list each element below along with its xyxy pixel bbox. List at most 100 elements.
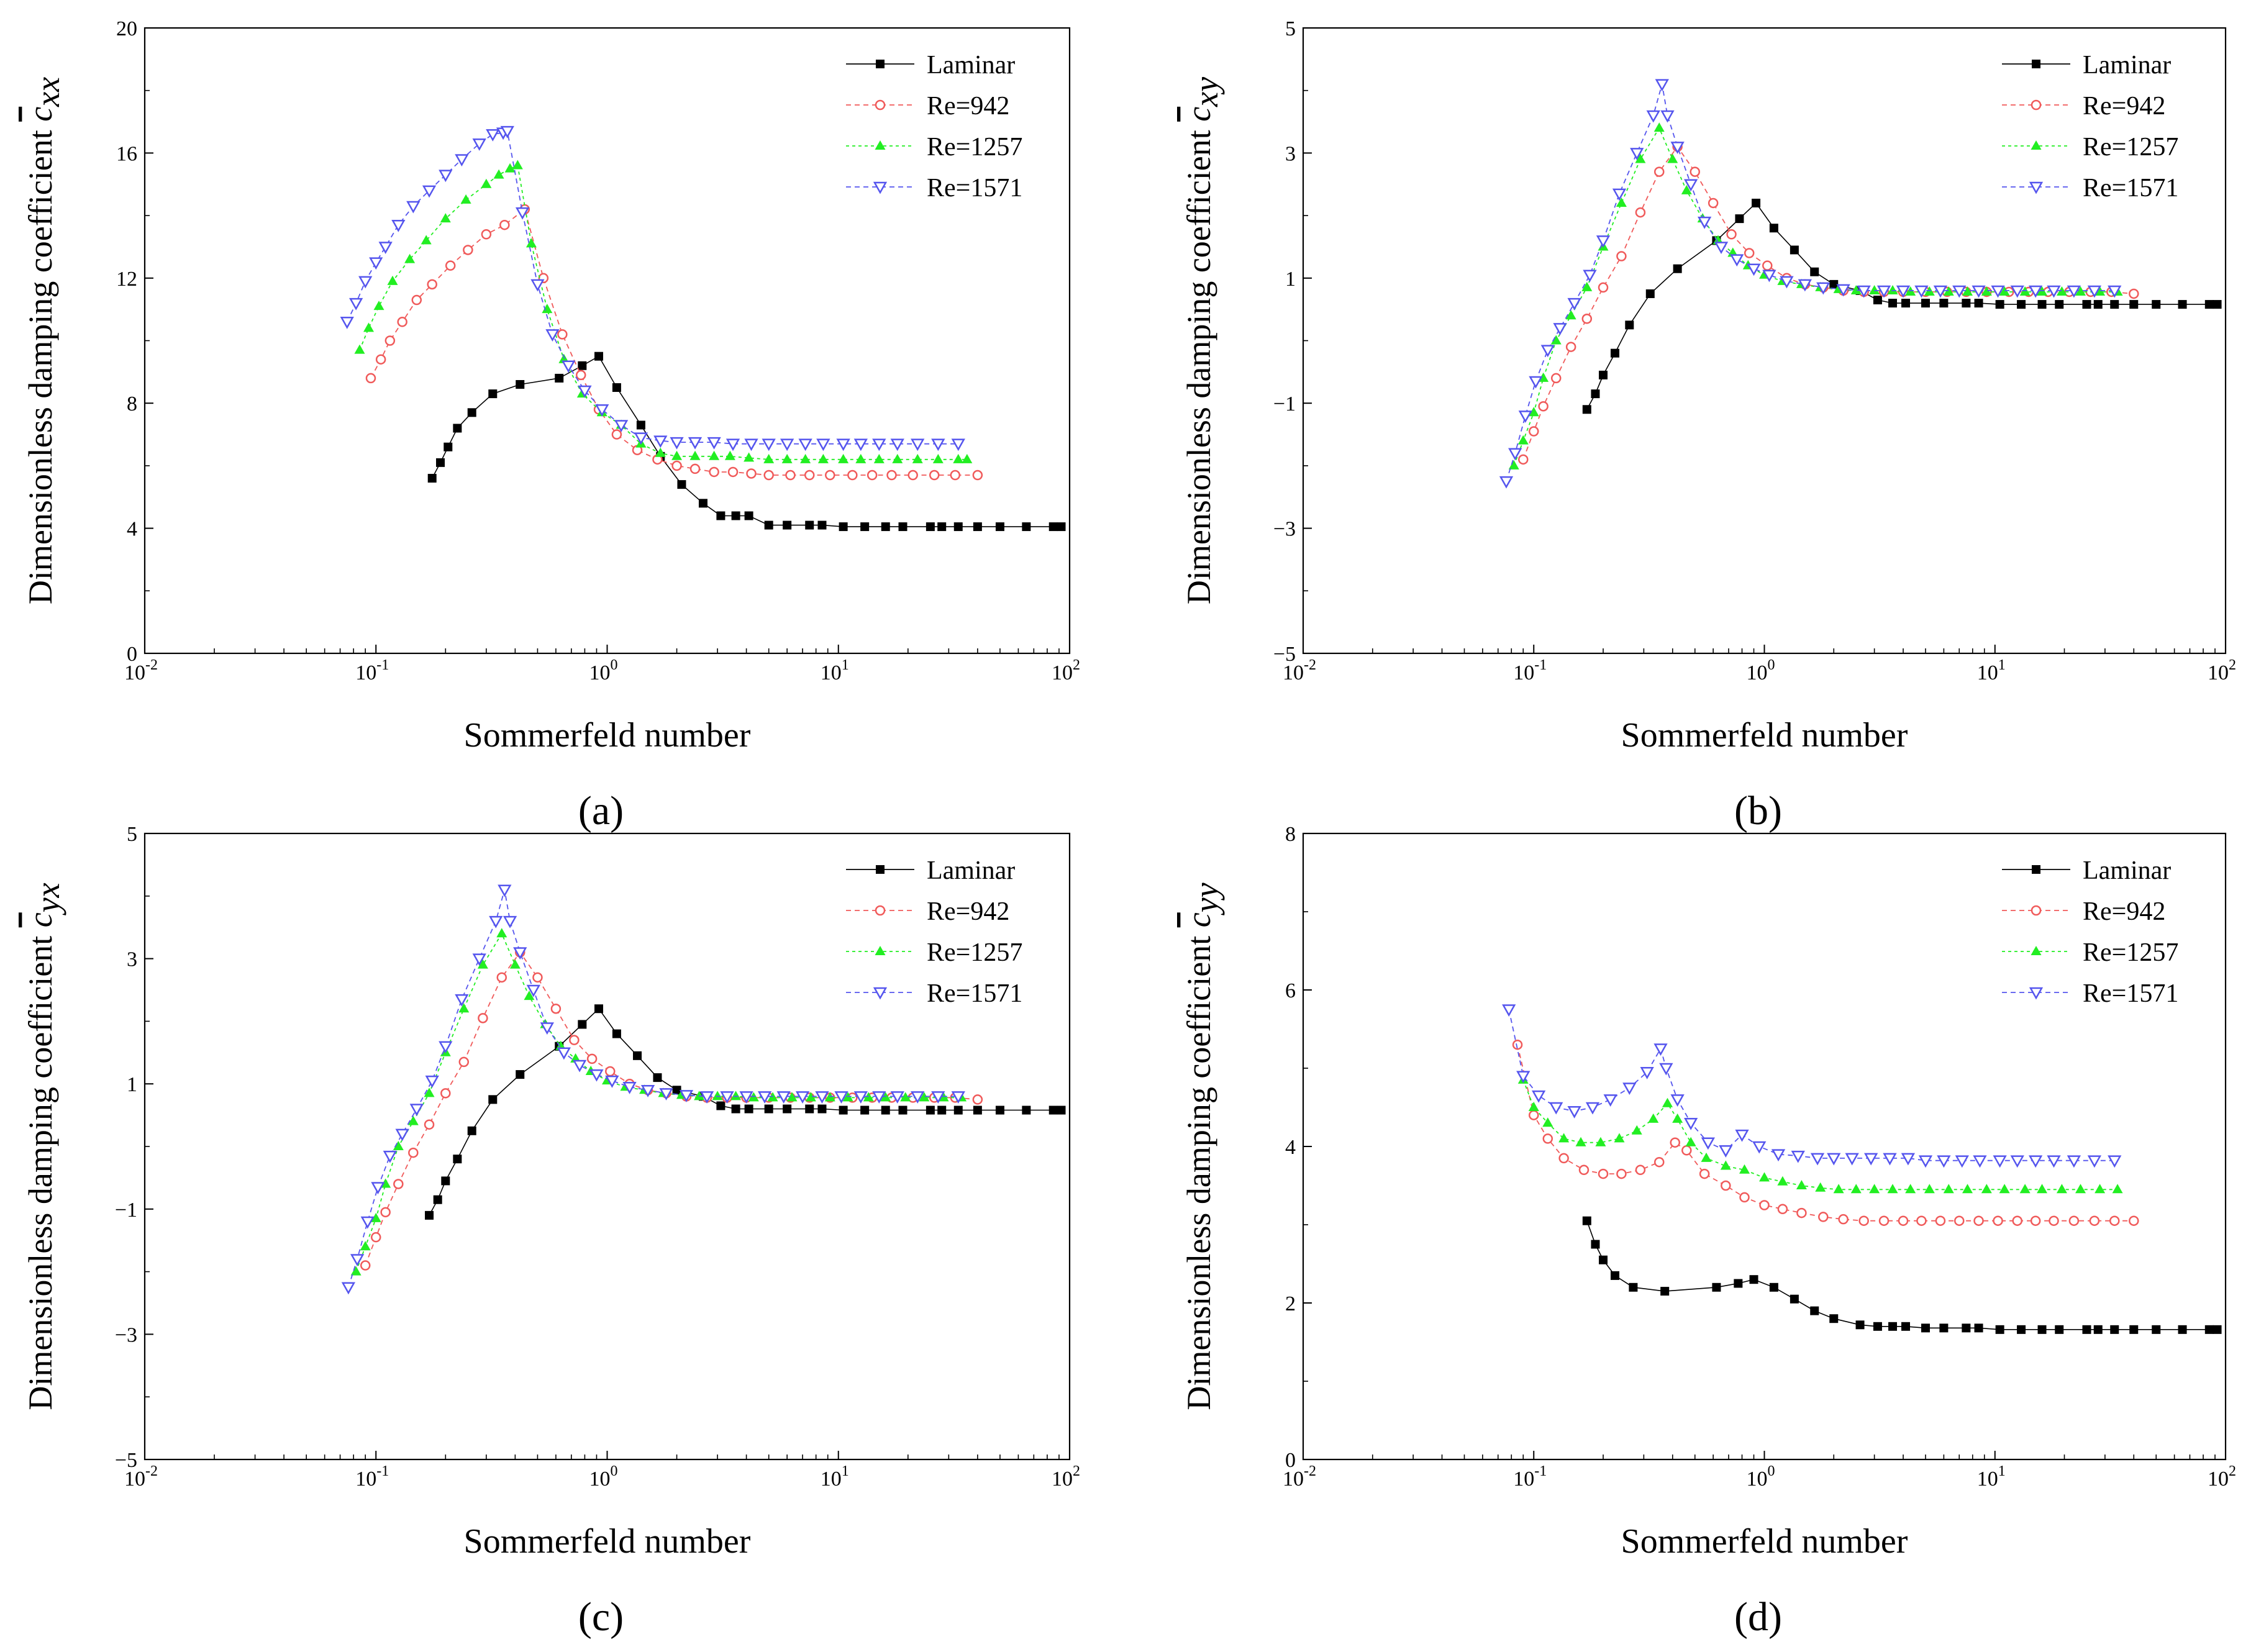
- data-point: [1719, 1145, 1733, 1158]
- data-point: [817, 1104, 827, 1114]
- data-point: [2152, 300, 2161, 309]
- y-axis-label: Dimensionless damping coefficient cxx: [22, 77, 66, 604]
- data-point: [762, 438, 776, 452]
- data-point: [872, 438, 886, 452]
- data-point: [1022, 522, 1031, 532]
- data-point: [1791, 1150, 1805, 1163]
- data-point: [411, 294, 422, 306]
- data-point: [633, 1051, 642, 1060]
- data-point: [1858, 1215, 1869, 1226]
- data-point: [424, 1119, 435, 1130]
- data-point: [1829, 279, 1839, 289]
- data-point: [515, 207, 530, 220]
- data-point: [1629, 1282, 1638, 1292]
- data-point: [1810, 1306, 1819, 1315]
- data-point: [2068, 1215, 2080, 1226]
- data-point: [1747, 263, 1761, 276]
- data-point: [472, 953, 486, 966]
- y-axis-subscript: yx: [29, 883, 66, 915]
- data-point: [1790, 245, 1799, 255]
- data-point: [1714, 242, 1729, 254]
- data-point: [532, 972, 543, 983]
- data-point: [1952, 285, 1967, 298]
- data-point: [1516, 1071, 1531, 1084]
- data-point: [504, 163, 516, 173]
- legend-marker: [2029, 181, 2044, 194]
- data-point: [730, 1091, 742, 1101]
- data-point: [951, 438, 965, 452]
- data-point: [622, 1081, 637, 1094]
- x-tick-label: 10-2: [1283, 657, 1316, 684]
- series-re-1571: [341, 884, 965, 1295]
- y-tick-label: 12: [116, 268, 137, 291]
- x-tick-label-exp: 1: [1998, 1463, 2006, 1479]
- legend: Laminar Re=942 Re=1257 Re=1571: [2002, 51, 2178, 202]
- panel-caption: (c): [578, 1594, 624, 1640]
- data-point: [443, 442, 453, 452]
- data-point: [1873, 296, 1882, 305]
- data-point: [886, 470, 897, 481]
- y-tick-label: 20: [116, 17, 137, 40]
- x-tick-label-exp: 1: [842, 657, 849, 673]
- data-point: [1635, 153, 1646, 163]
- data-point: [1739, 1164, 1750, 1174]
- data-point: [427, 279, 437, 290]
- data-point: [953, 522, 963, 532]
- data-point: [360, 1216, 375, 1229]
- x-tick-label-exp: 2: [2229, 657, 2236, 673]
- data-point: [1685, 1137, 1696, 1146]
- data-point: [1855, 1320, 1865, 1330]
- data-point: [1876, 285, 1891, 298]
- data-point: [716, 511, 725, 520]
- data-point: [1653, 1043, 1668, 1056]
- data-point: [800, 453, 811, 463]
- data-point: [1721, 1180, 1731, 1191]
- y-tick-label: 0: [1285, 1449, 1296, 1472]
- data-point: [2213, 1325, 2222, 1334]
- data-point: [1635, 207, 1646, 218]
- x-tick-label-exp: 0: [1768, 657, 1775, 673]
- data-point: [1999, 1184, 2010, 1194]
- data-point: [1648, 1113, 1659, 1123]
- x-tick-label-base: 10: [1747, 1468, 1768, 1491]
- data-point: [1916, 1215, 1927, 1226]
- data-point: [393, 1179, 404, 1189]
- data-point: [962, 453, 973, 463]
- data-point: [557, 329, 568, 340]
- data-point: [1769, 224, 1778, 233]
- data-point: [731, 511, 740, 520]
- data-point: [1962, 299, 1971, 308]
- data-point: [640, 1085, 655, 1097]
- data-point: [764, 1104, 773, 1114]
- data-point: [2037, 1184, 2048, 1194]
- data-point: [1508, 460, 1519, 470]
- data-point: [1673, 264, 1682, 273]
- data-point: [1681, 184, 1692, 194]
- data-point: [798, 438, 812, 452]
- panel-caption: (a): [578, 788, 624, 833]
- data-point: [1529, 1110, 1539, 1120]
- data-point: [1655, 79, 1669, 92]
- data-point: [595, 404, 609, 417]
- data-point: [458, 1003, 470, 1013]
- data-point: [1616, 1168, 1627, 1179]
- plot-frame: [143, 27, 1071, 655]
- data-point: [900, 1092, 911, 1102]
- series-laminar: [425, 1004, 1066, 1220]
- data-point: [834, 1091, 848, 1104]
- data-point: [1973, 1155, 1987, 1168]
- series-line: [1586, 1220, 2217, 1330]
- data-point: [739, 1091, 753, 1104]
- data-point: [1690, 166, 1700, 177]
- x-tick-label-base: 10: [355, 1468, 376, 1491]
- data-point: [2017, 1325, 2026, 1334]
- data-point: [493, 169, 504, 179]
- series-re-1571: [1502, 1004, 2122, 1168]
- data-point: [776, 1091, 791, 1104]
- data-point: [709, 466, 719, 478]
- data-point: [1528, 1102, 1539, 1111]
- data-point: [369, 257, 383, 270]
- y-axis-symbol: c: [1180, 912, 1217, 927]
- data-point: [2178, 300, 2187, 309]
- y-tick-label: −1: [1273, 393, 1296, 415]
